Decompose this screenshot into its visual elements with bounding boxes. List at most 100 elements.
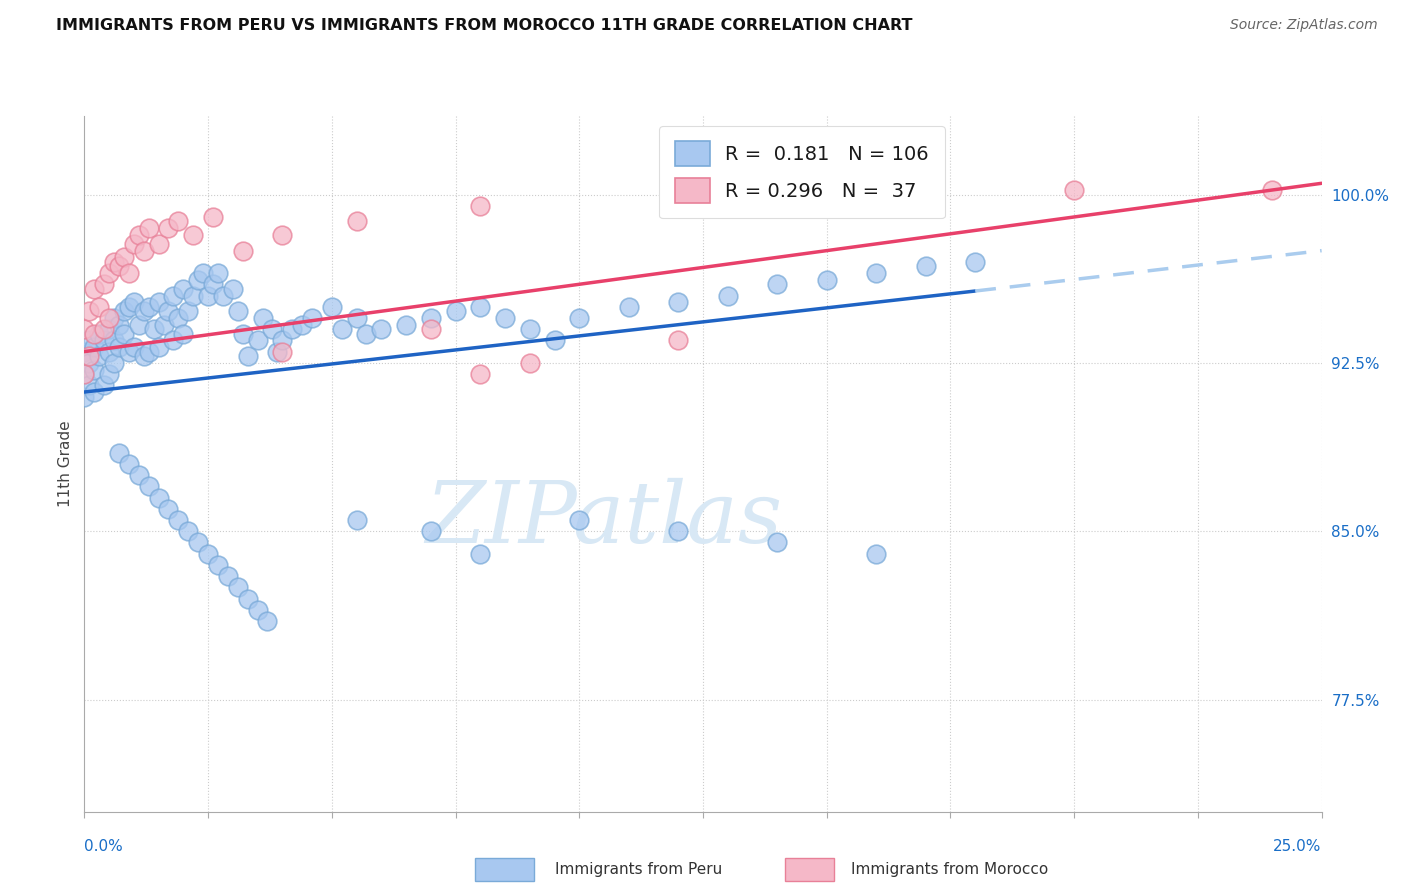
Point [142,322,165,336]
Point [89,300,111,314]
Point [73,367,96,381]
Point [207,558,229,572]
Point [519,322,541,336]
Point [395,318,418,332]
Point [148,295,170,310]
Point [346,513,368,527]
Point [346,310,368,325]
Point [444,304,467,318]
Point [108,340,131,354]
Point [138,221,160,235]
Point [73,344,96,359]
Point [98,344,121,359]
Legend: R =  0.181   N = 106, R = 0.296   N =  37: R = 0.181 N = 106, R = 0.296 N = 37 [659,126,945,219]
Text: IMMIGRANTS FROM PERU VS IMMIGRANTS FROM MOROCCO 11TH GRADE CORRELATION CHART: IMMIGRANTS FROM PERU VS IMMIGRANTS FROM … [56,18,912,33]
Point [79,334,101,348]
Point [766,535,789,549]
Point [167,310,190,325]
Point [132,304,155,318]
Point [93,277,115,292]
Point [370,322,392,336]
Point [226,304,249,318]
Point [232,244,254,258]
Point [666,524,689,538]
Point [112,304,135,318]
Point [98,367,121,381]
Point [246,334,269,348]
Point [617,300,640,314]
Point [177,524,200,538]
Point [108,318,131,332]
Point [281,322,304,336]
Point [83,282,105,296]
Point [246,603,269,617]
Point [83,326,105,341]
Point [262,322,284,336]
Point [132,349,155,363]
Point [568,513,591,527]
Point [128,227,150,242]
Point [346,214,368,228]
Point [79,378,101,392]
Point [73,322,96,336]
Point [519,356,541,370]
Point [122,340,145,354]
Point [202,277,225,292]
Point [89,349,111,363]
Point [73,367,96,381]
Point [128,318,150,332]
Point [172,326,194,341]
Point [226,580,249,594]
Text: Source: ZipAtlas.com: Source: ZipAtlas.com [1230,18,1378,32]
Point [148,491,170,505]
Point [112,251,135,265]
Point [568,310,591,325]
Point [93,378,115,392]
Point [138,479,160,493]
Point [271,227,294,242]
Point [79,349,101,363]
Point [236,349,259,363]
Point [108,260,131,274]
Point [98,266,121,280]
Point [666,334,689,348]
Point [148,340,170,354]
Point [83,362,105,376]
Point [103,334,125,348]
Text: 0.0%: 0.0% [84,838,124,854]
Point [191,266,214,280]
Text: ZIPatlas: ZIPatlas [426,478,783,561]
Point [766,277,789,292]
Point [93,322,115,336]
Point [232,326,254,341]
Point [321,300,343,314]
Point [83,384,105,399]
Point [73,390,96,404]
Point [1063,183,1085,197]
Point [236,591,259,606]
Point [157,304,180,318]
Point [122,236,145,251]
Point [815,273,838,287]
Point [128,468,150,483]
Point [419,322,441,336]
Point [1261,183,1284,197]
Point [83,340,105,354]
Point [865,266,887,280]
Point [301,310,323,325]
Point [148,236,170,251]
Point [79,304,101,318]
Point [177,304,200,318]
Point [167,214,190,228]
Text: 25.0%: 25.0% [1274,838,1322,854]
Point [122,295,145,310]
Point [419,310,441,325]
Point [252,310,274,325]
Point [914,260,936,274]
Point [356,326,378,341]
Point [103,356,125,370]
Point [865,192,887,206]
Point [330,322,353,336]
Point [167,513,190,527]
Point [965,255,987,269]
